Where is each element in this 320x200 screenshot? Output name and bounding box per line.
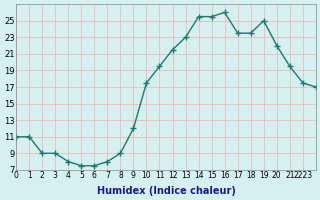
X-axis label: Humidex (Indice chaleur): Humidex (Indice chaleur) [97,186,236,196]
